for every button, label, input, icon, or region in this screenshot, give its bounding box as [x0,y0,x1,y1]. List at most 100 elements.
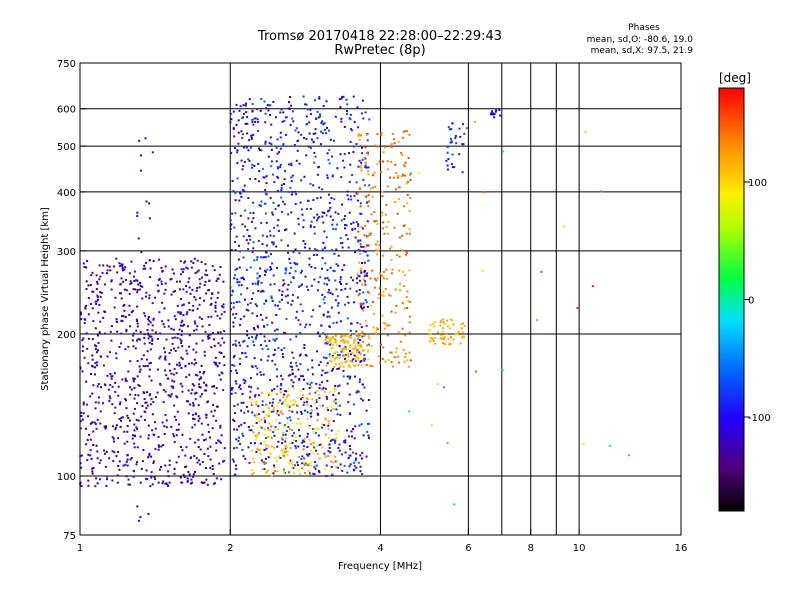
data-point [215,449,218,452]
data-point [236,372,239,374]
data-point [269,234,272,237]
data-point [314,128,317,131]
data-point [142,354,145,357]
data-point [360,364,363,367]
data-point [269,283,272,286]
data-point [260,98,263,100]
data-point [135,318,138,321]
data-point [265,175,268,178]
data-point [306,453,309,456]
data-point [264,142,267,145]
data-point [91,421,94,424]
data-point [187,471,190,473]
data-point [139,169,142,172]
data-point [349,113,352,116]
data-point [317,217,320,220]
data-point [313,465,316,468]
data-point [132,377,135,380]
data-point [259,344,262,347]
data-point [277,414,280,417]
data-point [307,288,310,291]
data-point [89,422,92,425]
data-point [244,122,247,125]
data-point [321,443,324,446]
data-point [294,248,297,251]
data-point [280,374,283,377]
data-point [222,306,225,309]
data-point [119,283,122,285]
data-point [261,243,264,246]
data-point [364,111,367,114]
data-point [364,283,367,286]
data-point [106,374,109,377]
data-point [346,238,349,241]
data-point [187,412,190,415]
data-point [258,147,260,150]
data-point [341,334,344,337]
data-point [91,358,94,361]
data-point [308,393,311,396]
data-point [151,483,154,486]
data-point [256,315,259,317]
data-point [367,335,370,338]
data-point [277,230,280,232]
data-point [280,187,283,189]
data-point [382,290,385,293]
data-point [285,390,288,393]
data-point [334,363,337,366]
data-point [213,344,216,347]
data-point [345,340,348,343]
data-point [308,257,311,260]
data-point [282,111,285,114]
data-point [277,455,280,458]
data-point [356,273,359,276]
data-point [177,428,180,431]
data-point [251,250,254,253]
data-point [293,432,295,435]
data-point [286,454,289,457]
data-point [346,295,349,298]
data-point [117,437,120,440]
data-point [300,458,303,461]
data-point [312,472,315,475]
data-point [306,435,309,438]
data-point [276,460,278,463]
data-point [253,471,255,474]
data-point [280,436,283,439]
data-point [328,279,331,282]
data-point [302,394,305,397]
data-point [294,270,297,273]
data-point [344,303,346,306]
data-point [448,327,451,330]
data-point [284,272,287,275]
data-point [296,461,299,464]
data-point [360,360,363,362]
data-point [297,368,300,371]
data-point [269,104,272,107]
data-point [122,304,125,307]
data-point [359,344,362,347]
data-point [199,463,202,466]
data-point [269,429,272,432]
data-point [362,250,365,253]
colorbar-tick-label: -100 [748,413,771,424]
data-point [97,298,99,301]
data-point [199,395,202,398]
data-point [276,304,279,307]
data-point [321,446,324,449]
data-point [85,304,88,307]
data-point [408,232,411,235]
data-point [250,429,253,432]
data-point [253,414,256,417]
data-point [277,440,280,443]
data-point [368,422,371,425]
data-point [446,151,449,154]
data-point [223,330,226,333]
data-point [269,393,272,396]
data-point [352,342,355,345]
data-point [343,354,346,357]
data-point [284,433,287,436]
data-point [367,244,370,247]
data-point [292,276,295,279]
data-point [271,359,274,362]
